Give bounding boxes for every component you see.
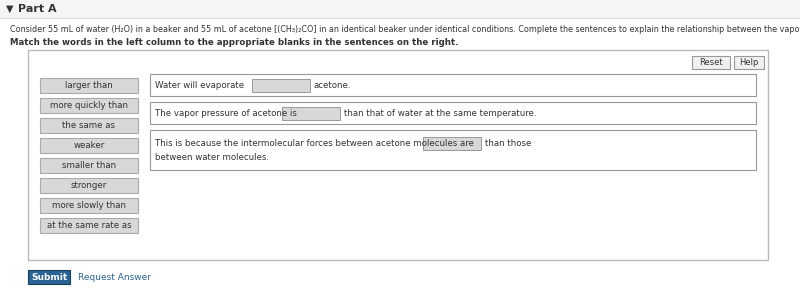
Text: acetone.: acetone. bbox=[314, 81, 351, 90]
Text: Help: Help bbox=[739, 58, 758, 67]
Bar bbox=[282, 107, 340, 120]
Bar bbox=[252, 79, 310, 91]
Text: Request Answer: Request Answer bbox=[78, 272, 151, 281]
Bar bbox=[40, 78, 138, 93]
Bar bbox=[150, 102, 756, 124]
Text: smaller than: smaller than bbox=[62, 161, 116, 170]
Bar bbox=[28, 50, 768, 260]
Text: at the same rate as: at the same rate as bbox=[46, 221, 131, 230]
Text: Submit: Submit bbox=[31, 272, 67, 281]
Bar bbox=[28, 270, 70, 284]
Text: This is because the intermolecular forces between acetone molecules are: This is because the intermolecular force… bbox=[155, 139, 474, 148]
Bar bbox=[734, 56, 764, 69]
Text: weaker: weaker bbox=[74, 141, 105, 150]
Bar bbox=[40, 138, 138, 153]
Text: ▼: ▼ bbox=[6, 4, 14, 14]
Bar bbox=[40, 158, 138, 173]
Text: Consider 55 mL of water (H₂O) in a beaker and 55 mL of acetone [(CH₃)₂CO] in an : Consider 55 mL of water (H₂O) in a beake… bbox=[10, 25, 800, 34]
Text: between water molecules.: between water molecules. bbox=[155, 153, 269, 162]
Bar bbox=[40, 178, 138, 193]
Text: The vapor pressure of acetone is: The vapor pressure of acetone is bbox=[155, 109, 297, 118]
Text: the same as: the same as bbox=[62, 121, 115, 130]
Text: Part A: Part A bbox=[18, 4, 57, 14]
Text: larger than: larger than bbox=[65, 81, 113, 90]
Text: than that of water at the same temperature.: than that of water at the same temperatu… bbox=[344, 109, 537, 118]
Text: than those: than those bbox=[485, 139, 531, 148]
Bar bbox=[423, 136, 481, 150]
Bar bbox=[150, 130, 756, 170]
Bar bbox=[40, 118, 138, 133]
Text: Water will evaporate: Water will evaporate bbox=[155, 81, 244, 90]
Text: Match the words in the left column to the appropriate blanks in the sentences on: Match the words in the left column to th… bbox=[10, 38, 458, 47]
Text: more quickly than: more quickly than bbox=[50, 101, 128, 110]
Text: stronger: stronger bbox=[71, 181, 107, 190]
Bar bbox=[0, 0, 800, 18]
Bar bbox=[40, 198, 138, 213]
Bar bbox=[40, 218, 138, 233]
Text: Reset: Reset bbox=[699, 58, 723, 67]
Bar bbox=[40, 98, 138, 113]
Text: more slowly than: more slowly than bbox=[52, 201, 126, 210]
Bar bbox=[150, 74, 756, 96]
Bar bbox=[692, 56, 730, 69]
